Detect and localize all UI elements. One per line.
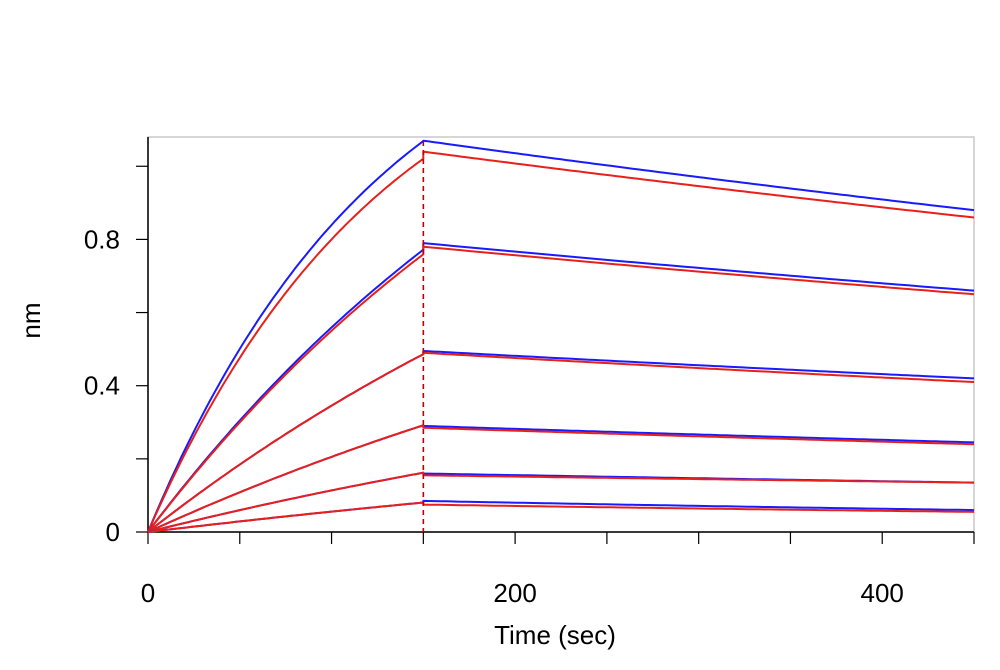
fit-line-11 xyxy=(147,501,975,533)
tick-labels: 0 200 400 0 0.4 0.8 xyxy=(84,224,904,608)
measured-line-2 xyxy=(147,242,975,533)
fit-line-1 xyxy=(147,150,975,533)
series-group xyxy=(147,139,975,533)
fit-line-3 xyxy=(147,245,975,533)
y-tick-label: 0.4 xyxy=(84,371,120,401)
y-tick-label: 0.8 xyxy=(84,224,120,254)
fit-line-7 xyxy=(147,424,975,533)
y-axis-title: nm xyxy=(16,302,46,338)
fit-line-9 xyxy=(147,471,974,533)
y-tick-label: 0 xyxy=(106,517,120,547)
x-tick-label: 200 xyxy=(493,578,536,608)
measured-line-0 xyxy=(147,139,975,533)
fit-line-5 xyxy=(147,351,975,533)
x-tick-label: 0 xyxy=(141,578,155,608)
x-tick-label: 400 xyxy=(861,578,904,608)
x-axis-title: Time (sec) xyxy=(494,620,616,650)
axes xyxy=(136,137,975,544)
